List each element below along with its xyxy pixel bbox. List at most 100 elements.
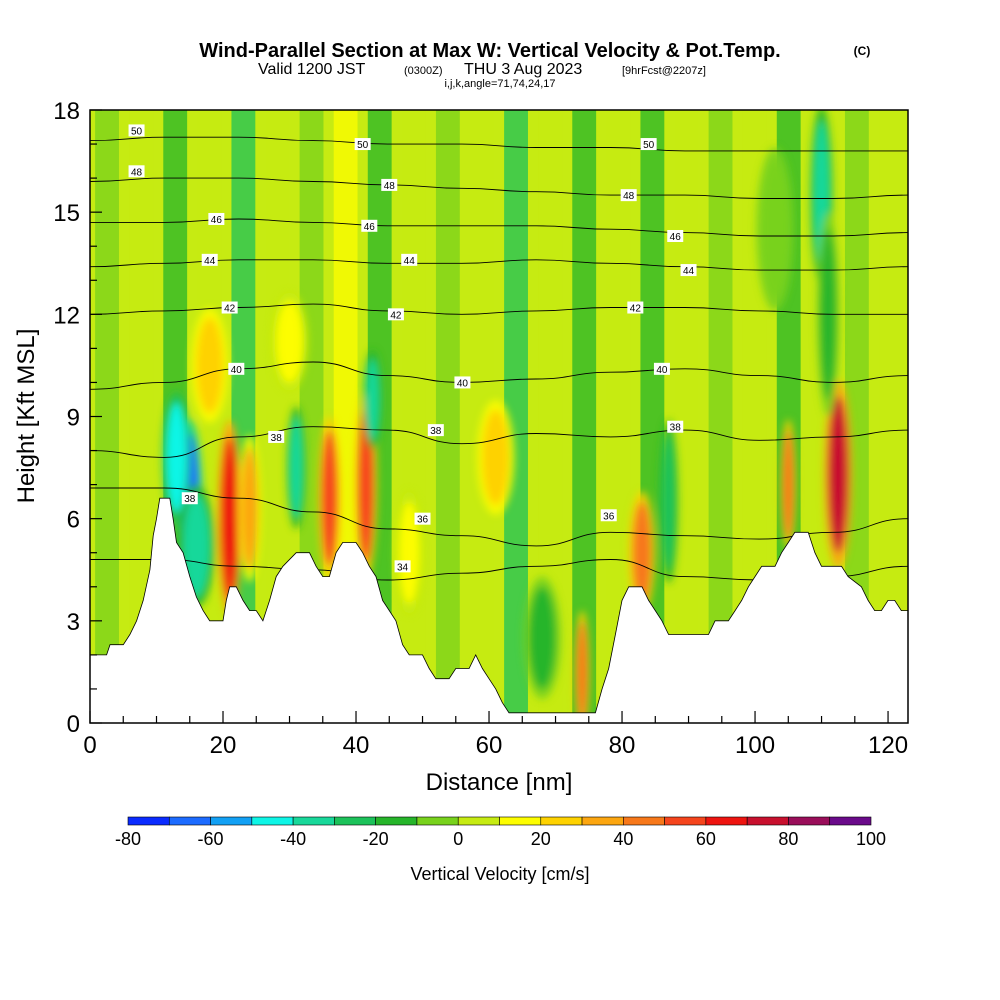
colorbar-swatch: [829, 816, 872, 826]
colorbar-tick-label: -60: [198, 829, 224, 849]
contour-label: 40: [454, 376, 471, 389]
contour-label-text: 50: [643, 140, 655, 151]
x-tick-label: 120: [868, 732, 908, 759]
velocity-core: [289, 416, 303, 519]
chart-subtitle: Valid 1200 JST (0300Z) THU 3 Aug 2023 [9…: [258, 61, 706, 78]
contour-label: 46: [208, 212, 225, 226]
velocity-core: [632, 501, 652, 604]
theta-contour-46: [90, 218, 908, 237]
colorbar-tick-label: 20: [531, 829, 551, 849]
colorbar-tick-label: -20: [363, 829, 389, 849]
contour-label: 50: [640, 138, 657, 151]
velocity-core: [241, 447, 258, 570]
colorbar-tick-label: -40: [280, 829, 306, 849]
colorbar-swatch: [664, 816, 707, 826]
velocity-core: [196, 317, 224, 414]
contour-label: 42: [221, 301, 238, 315]
colorbar-swatch: [746, 816, 789, 826]
velocity-band: [674, 110, 699, 723]
plot-area: 50 48 46 44 42 40 38 38 50 48 46 44 42 40 38 36 34 50 48 46…: [90, 110, 908, 723]
contour-label: 36: [414, 512, 431, 526]
contour-label: 38: [427, 424, 444, 437]
subtitle-valid: Valid 1200 JST: [258, 61, 366, 78]
colorbar-swatch: [623, 816, 665, 826]
x-tick-label: 0: [83, 732, 96, 759]
contour-label: 50: [128, 124, 145, 137]
velocity-band: [95, 110, 119, 723]
contour-label-text: 48: [131, 167, 143, 178]
colorbar-title: Vertical Velocity [cm/s]: [410, 864, 589, 884]
y-axis-title: Height [Kft MSL]: [13, 329, 40, 504]
contour-label-text: 48: [384, 181, 396, 192]
x-axis: 0 20 40 60 80 100 120: [83, 711, 908, 759]
contour-label-text: 42: [224, 304, 236, 315]
contour-label: 48: [128, 165, 145, 178]
colorbar-tick-label: -80: [115, 829, 141, 849]
contour-label-text: 38: [430, 426, 442, 437]
contour-label: 34: [394, 560, 411, 573]
contour-label: 44: [401, 253, 418, 267]
y-tick-label: 18: [53, 98, 80, 125]
theta-contour-50: [90, 136, 908, 152]
colorbar-swatch: [416, 816, 459, 826]
colorbar-tick-label: 80: [778, 829, 798, 849]
velocity-band: [844, 110, 869, 723]
colorbar-swatch: [705, 816, 748, 826]
contour-label: 46: [667, 230, 684, 243]
contour-label: 38: [667, 420, 684, 434]
velocity-core: [528, 586, 556, 689]
theta-contour-38: [90, 426, 908, 458]
colorbar-swatch: [499, 816, 542, 826]
chart-indices-line: i,j,k,angle=71,74,24,17: [444, 78, 555, 90]
velocity-core: [276, 300, 303, 383]
y-tick-label: 3: [67, 609, 80, 636]
theta-contour-36: [90, 487, 908, 547]
contour-label: 48: [381, 178, 398, 192]
colorbar-swatch: [292, 816, 335, 826]
contour-label: 42: [387, 308, 404, 321]
velocity-band: [401, 110, 426, 723]
colorbar-swatch: [457, 816, 500, 826]
y-tick-label: 15: [53, 200, 80, 227]
y-axis: 0 3 6 9 12 15 18: [53, 98, 102, 738]
velocity-core: [365, 358, 380, 441]
contour-label-text: 36: [603, 511, 615, 522]
contour-label-text: 44: [404, 256, 416, 267]
subtitle-utc: (0300Z): [404, 65, 443, 77]
contour-label-text: 46: [364, 222, 376, 233]
contour-label-text: 46: [670, 232, 682, 243]
chart-title-mark: (C): [854, 44, 871, 58]
contour-label: 44: [680, 264, 697, 277]
contour-label: 38: [181, 492, 198, 505]
velocity-band: [504, 110, 528, 723]
velocity-core: [782, 430, 794, 540]
theta-contour-labels: 50 48 46 44 42 40 38 38 50 48 46 44 42 40 38 36 34 50 48 46…: [128, 124, 697, 573]
x-tick-label: 60: [476, 732, 503, 759]
velocity-band: [572, 110, 597, 723]
colorbar-swatch: [788, 816, 831, 826]
contour-label-text: 50: [357, 140, 369, 151]
colorbar-swatch: [168, 816, 211, 826]
velocity-features: [162, 110, 853, 723]
velocity-band: [435, 110, 460, 723]
contour-label: 38: [268, 430, 285, 444]
contour-label-text: 44: [204, 256, 216, 267]
contour-label-text: 38: [271, 433, 283, 444]
colorbar-tick-label: 0: [453, 829, 463, 849]
y-tick-label: 0: [67, 711, 80, 738]
subtitle-forecast: [9hrFcst@2207z]: [622, 65, 706, 77]
y-tick-label: 9: [67, 405, 80, 432]
contour-label-text: 38: [670, 423, 682, 434]
contour-label: 40: [653, 362, 670, 376]
colorbar-swatch: [581, 816, 624, 826]
theta-contour-40: [90, 361, 908, 390]
x-axis-title: Distance [nm]: [426, 769, 573, 796]
contour-label: 36: [600, 509, 617, 522]
contour-label-text: 46: [211, 215, 223, 226]
contour-label-text: 48: [623, 191, 635, 202]
theta-contour-48: [90, 177, 908, 199]
x-tick-label: 20: [210, 732, 237, 759]
x-tick-label: 40: [343, 732, 370, 759]
colorbar-tick-label: 40: [613, 829, 633, 849]
